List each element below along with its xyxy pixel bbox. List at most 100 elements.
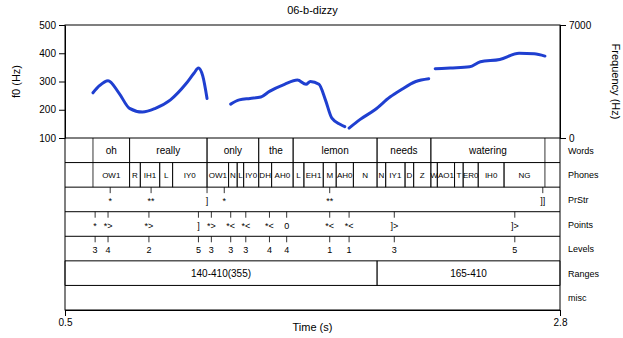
interval-label: ER0	[463, 171, 479, 180]
interval-label: M	[326, 171, 333, 180]
tier-divider	[65, 211, 560, 212]
point-tick	[151, 187, 152, 193]
interval-boundary	[129, 163, 130, 188]
tier: misc	[568, 293, 587, 303]
y-tick: 400	[39, 48, 65, 59]
point-label: *	[223, 196, 227, 206]
interval-boundary	[323, 163, 324, 188]
point-tick	[148, 212, 149, 218]
point-tick	[211, 212, 212, 218]
interval-label: IH0	[485, 171, 498, 180]
point-label: ]>	[511, 221, 519, 231]
interval-label: DH	[259, 171, 271, 180]
interval-boundary	[377, 163, 378, 188]
interval-boundary	[385, 163, 386, 188]
interval-boundary	[303, 163, 304, 188]
point-label: *<	[265, 221, 274, 231]
tier: Wordsohreallyonlythelemonneedswatering	[65, 138, 594, 163]
point-tick	[224, 187, 225, 193]
point-level: 2	[146, 245, 151, 255]
interval-boundary	[140, 163, 141, 188]
point-tick	[245, 236, 246, 242]
interval-boundary	[228, 163, 229, 188]
interval-boundary	[258, 138, 259, 163]
point-tick	[95, 212, 96, 218]
interval-boundary	[430, 138, 431, 163]
point-level: 5	[196, 245, 201, 255]
interval-label: T	[456, 171, 461, 180]
interval-boundary	[172, 163, 173, 188]
point-label: *	[93, 221, 97, 231]
interval-boundary	[303, 163, 304, 188]
y2-tick: 0	[560, 133, 575, 144]
interval-label: NG	[518, 171, 530, 180]
x-tick: 0.5	[59, 310, 73, 328]
y2-axis-title: Frequency (Hz)	[610, 44, 622, 120]
interval-boundary	[405, 163, 406, 188]
y2-tick-label: 7000	[569, 20, 592, 31]
point-tick	[349, 236, 350, 242]
point-tick	[198, 236, 199, 242]
interval-boundary	[129, 138, 130, 163]
point-level: 3	[243, 245, 248, 255]
point-label: *>	[145, 221, 154, 231]
point-label: ]	[206, 196, 209, 206]
y-tick-label: 100	[39, 133, 56, 144]
y-tick-mark	[59, 53, 65, 54]
interval-boundary	[504, 163, 505, 188]
y-tick: 100	[39, 133, 65, 144]
tier: Ranges 140-410(355) 165-410	[65, 261, 600, 286]
point-label: *<	[325, 221, 334, 231]
tier-name: Ranges	[568, 269, 600, 279]
interval-boundary	[560, 261, 561, 286]
f0-line	[93, 53, 545, 128]
interval-label: needs	[390, 145, 417, 156]
tier-divider	[65, 187, 560, 188]
x-tick-label: 0.5	[59, 317, 73, 328]
interval-label: 140-410(355)	[191, 268, 251, 279]
plot-divider	[65, 138, 560, 139]
tier: Levels3425333441135	[65, 236, 595, 261]
point-label: *>	[104, 221, 113, 231]
tiers: WordsohreallyonlythelemonneedswateringPh…	[65, 138, 600, 303]
point-tick	[542, 187, 543, 193]
interval-label: IY0	[184, 171, 197, 180]
point-level: 4	[267, 245, 272, 255]
point-label: ]	[197, 221, 200, 231]
point-level: 1	[327, 245, 332, 255]
interval-boundary	[159, 163, 160, 188]
point-level: 3	[392, 245, 397, 255]
tier: PrStr***]***]]	[65, 187, 589, 212]
interval-label: N	[378, 171, 384, 180]
point-tick	[230, 212, 231, 218]
interval-boundary	[413, 163, 414, 188]
chart-svg: 06-b-dizzy100200300400500070000.52.8f0 (…	[0, 0, 623, 338]
point-label: *<	[345, 221, 354, 231]
interval-label: R	[132, 171, 138, 180]
x-tick: 2.8	[554, 310, 568, 328]
point-tick	[394, 236, 395, 242]
tier-divider	[65, 162, 560, 163]
interval-boundary	[129, 163, 130, 188]
point-tick	[110, 187, 111, 193]
point-label: *>	[207, 221, 216, 231]
point-tick	[349, 212, 350, 218]
point-tick	[108, 236, 109, 242]
interval-boundary	[293, 138, 294, 163]
interval-label: oh	[106, 145, 117, 156]
interval-boundary	[430, 138, 431, 163]
interval-boundary	[159, 163, 160, 188]
interval-label: 165-410	[450, 268, 487, 279]
interval-boundary	[271, 163, 272, 188]
y2-axis: 0 7000	[560, 20, 592, 144]
point-tick	[514, 212, 515, 218]
interval-label: IY1	[389, 171, 402, 180]
y-tick: 300	[39, 76, 65, 87]
interval-boundary	[271, 163, 272, 188]
interval-boundary	[140, 163, 141, 188]
y-axis-title: f0 (Hz)	[10, 65, 22, 98]
interval-label: OW1	[102, 171, 121, 180]
interval-boundary	[454, 163, 455, 188]
interval-boundary	[207, 163, 208, 188]
point-tick	[514, 236, 515, 242]
